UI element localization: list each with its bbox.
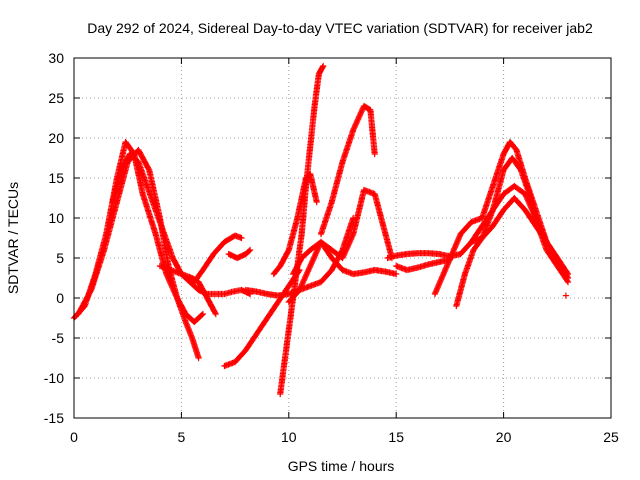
y-tick-label: 10 bbox=[48, 210, 64, 226]
plot-frame bbox=[73, 57, 612, 419]
y-tick-label: 0 bbox=[56, 290, 64, 306]
chart-title: Day 292 of 2024, Sidereal Day-to-day VTE… bbox=[87, 20, 593, 36]
x-tick-label: 5 bbox=[178, 429, 186, 445]
data-point-markers bbox=[317, 102, 378, 238]
data-point-markers bbox=[225, 246, 254, 262]
series-sat-f bbox=[225, 246, 254, 262]
y-tick-label: 15 bbox=[48, 170, 64, 186]
series-sat-p bbox=[431, 138, 572, 298]
data-point-markers bbox=[393, 256, 454, 274]
y-tick-label: -15 bbox=[44, 410, 64, 426]
series-sat-i bbox=[277, 62, 327, 398]
series-sat-l bbox=[317, 102, 378, 238]
data-point-markers bbox=[431, 138, 572, 298]
series-sat-m bbox=[285, 186, 396, 306]
y-axis-title: SDTVAR / TECUs bbox=[5, 182, 21, 294]
series-sat-q bbox=[453, 154, 572, 310]
data-point-markers bbox=[453, 154, 572, 310]
y-tick-label: 20 bbox=[48, 130, 64, 146]
data-series bbox=[70, 62, 572, 398]
series-sat-d bbox=[156, 262, 219, 318]
series-sat-e bbox=[191, 232, 245, 286]
x-axis-title: GPS time / hours bbox=[288, 458, 395, 474]
series-sat-j bbox=[270, 170, 320, 278]
data-point-markers bbox=[562, 292, 570, 299]
x-tick-label: 10 bbox=[281, 429, 297, 445]
series-sat-s bbox=[562, 292, 570, 299]
data-point-markers bbox=[285, 186, 396, 306]
x-tick-label: 15 bbox=[388, 429, 404, 445]
series-sat-r bbox=[468, 194, 550, 246]
series-sat-o bbox=[393, 256, 454, 274]
x-tick-labels: 0 5 10 15 20 25 bbox=[70, 429, 619, 445]
y-tick-label: -10 bbox=[44, 370, 64, 386]
x-tick-label: 0 bbox=[70, 429, 78, 445]
series-sat-c bbox=[109, 150, 254, 298]
data-point-markers bbox=[270, 170, 320, 278]
y-tick-label: 5 bbox=[56, 250, 64, 266]
y-tick-labels: -15 -10 -5 0 5 10 15 20 25 30 bbox=[44, 50, 64, 426]
data-point-markers bbox=[109, 150, 254, 298]
data-point-markers bbox=[191, 232, 245, 286]
data-point-markers bbox=[156, 262, 219, 318]
x-tick-label: 25 bbox=[603, 429, 619, 445]
y-tick-label: 30 bbox=[48, 50, 64, 66]
y-tick-label: 25 bbox=[48, 90, 64, 106]
data-point-markers bbox=[277, 62, 327, 398]
y-tick-label: -5 bbox=[52, 330, 65, 346]
axis-ticks bbox=[73, 57, 612, 419]
data-point-markers bbox=[468, 194, 550, 246]
x-tick-label: 20 bbox=[496, 429, 512, 445]
